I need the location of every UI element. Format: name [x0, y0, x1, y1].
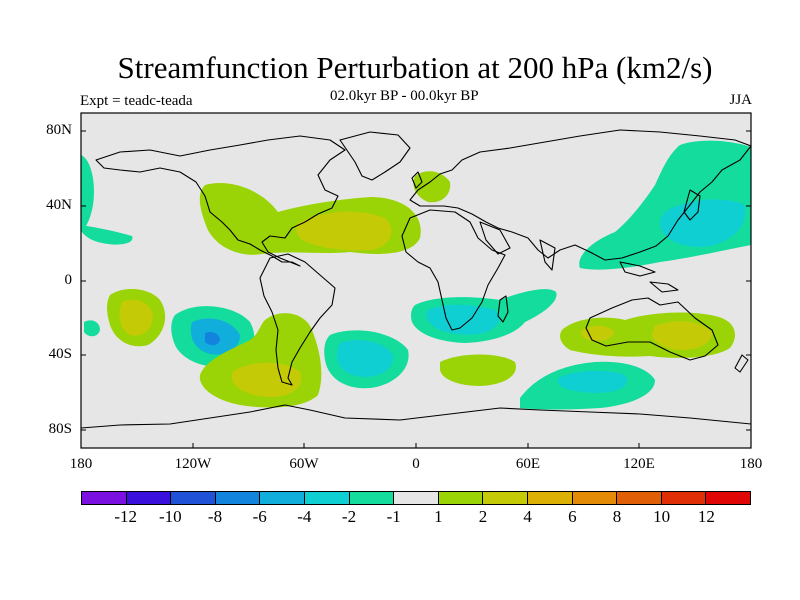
lat-label: 80N — [46, 122, 72, 138]
lat-label: 40N — [46, 197, 72, 213]
colorbar-label: -10 — [158, 507, 182, 526]
map-background — [81, 113, 751, 448]
colorbar — [81, 491, 751, 505]
colorbar-swatch — [438, 492, 484, 504]
lon-label: 180 — [739, 456, 763, 472]
colorbar-label: 1 — [434, 507, 443, 526]
colorbar-swatch — [171, 492, 216, 504]
colorbar-swatch — [617, 492, 662, 504]
colorbar-swatch — [527, 492, 573, 504]
lat-label: 0 — [64, 272, 73, 288]
lon-label: 60E — [515, 456, 541, 472]
colorbar-label: -12 — [114, 507, 137, 526]
plot-title: Streamfunction Perturbation at 200 hPa (… — [117, 50, 713, 85]
colorbar-swatch — [483, 492, 528, 504]
lon-label: 0 — [412, 456, 420, 472]
colorbar-swatch — [661, 492, 707, 504]
colorbar-swatch — [572, 492, 618, 504]
lon-label: 180 — [69, 456, 93, 472]
lon-label: 120W — [174, 456, 212, 472]
colorbar-label: -8 — [207, 507, 223, 526]
colorbar-label: 10 — [653, 507, 671, 526]
colorbar-label: 12 — [697, 507, 715, 526]
lon-label: 60W — [289, 456, 319, 472]
colorbar-swatch — [126, 492, 172, 504]
colorbar-swatch — [349, 492, 395, 504]
colorbar-swatch — [82, 492, 127, 504]
colorbar-label: 8 — [612, 507, 622, 526]
time-period-label: 02.0kyr BP - 00.0kyr BP — [330, 88, 479, 104]
colorbar-label: 2 — [478, 507, 488, 526]
colorbar-label: -2 — [341, 507, 357, 526]
colorbar-swatch — [260, 492, 305, 504]
colorbar-swatch — [706, 492, 750, 504]
colorbar-label: -1 — [386, 507, 401, 526]
season-label: JJA — [729, 92, 752, 108]
colorbar-swatch — [394, 492, 439, 504]
lon-label: 120E — [623, 456, 655, 472]
colorbar-swatch — [215, 492, 261, 504]
colorbar-label: -4 — [297, 507, 312, 526]
lat-label: 40S — [48, 346, 72, 362]
axis-ticks — [81, 130, 751, 448]
colorbar-label: 4 — [523, 507, 532, 526]
colorbar-label: -6 — [252, 507, 267, 526]
experiment-label: Expt = teadc-teada — [80, 93, 193, 109]
colorbar-label: 6 — [568, 507, 577, 526]
coastlines — [81, 129, 751, 429]
colorbar-swatch — [304, 492, 350, 504]
lat-label: 80S — [48, 421, 72, 437]
